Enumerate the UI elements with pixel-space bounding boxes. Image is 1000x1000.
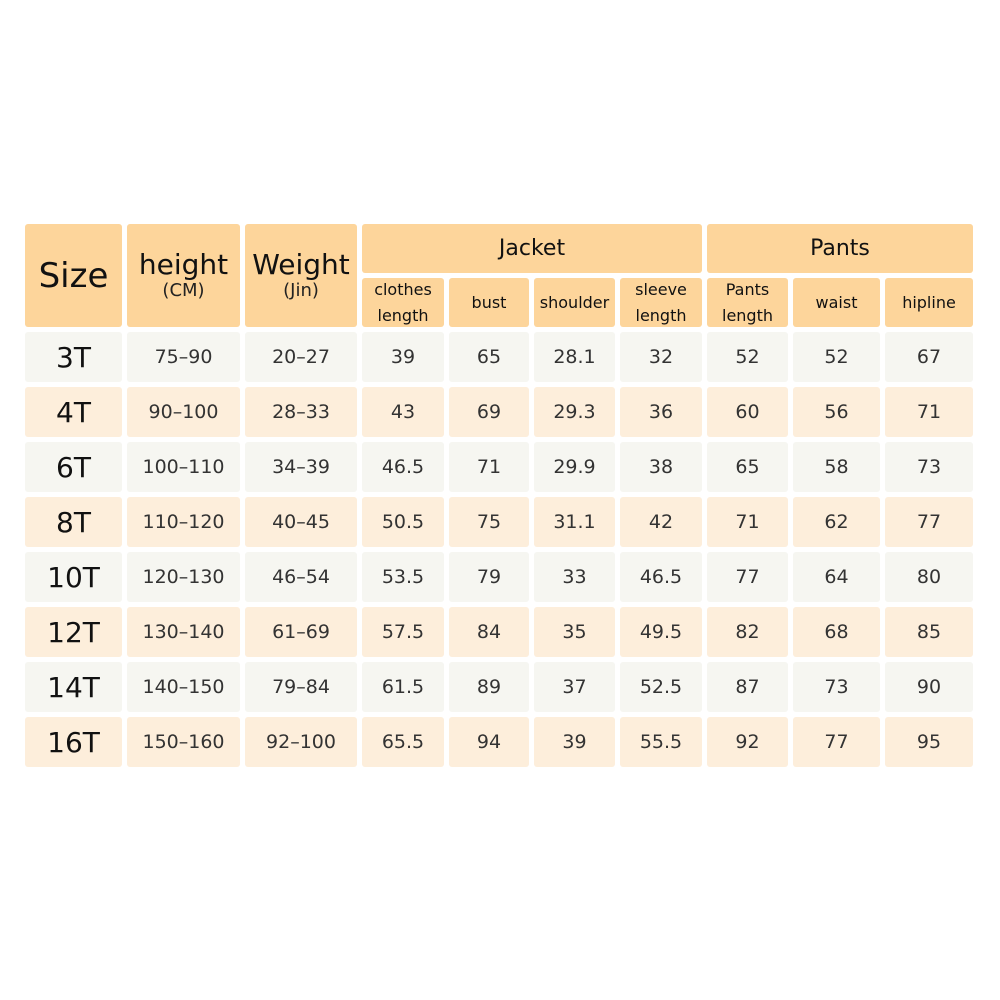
cell-shoulder: 29.3 — [534, 387, 615, 437]
cell-waist: 56 — [793, 387, 880, 437]
size-chart-table: Size height (CM) Weight (Jin) Jacket Pan… — [25, 224, 973, 767]
cell-bust: 75 — [449, 497, 529, 547]
cell-pants-length: 60 — [707, 387, 788, 437]
sleeve-length-header: sleeve length — [620, 278, 702, 327]
cell-weight: 92–100 — [245, 717, 357, 767]
cell-height: 75–90 — [127, 332, 240, 382]
cell-height: 90–100 — [127, 387, 240, 437]
cell-hipline: 85 — [885, 607, 973, 657]
cell-hipline: 80 — [885, 552, 973, 602]
cell-pants-length: 82 — [707, 607, 788, 657]
cell-size: 8T — [25, 497, 122, 547]
cell-sleeve-length: 52.5 — [620, 662, 702, 712]
bust-header: bust — [449, 278, 529, 327]
cell-shoulder: 29.9 — [534, 442, 615, 492]
cell-clothes-length: 53.5 — [362, 552, 444, 602]
cell-shoulder: 39 — [534, 717, 615, 767]
cell-bust: 71 — [449, 442, 529, 492]
hipline-header: hipline — [885, 278, 973, 327]
cell-waist: 52 — [793, 332, 880, 382]
cell-bust: 89 — [449, 662, 529, 712]
cell-pants-length: 77 — [707, 552, 788, 602]
cell-bust: 84 — [449, 607, 529, 657]
cell-size: 10T — [25, 552, 122, 602]
cell-clothes-length: 61.5 — [362, 662, 444, 712]
cell-size: 14T — [25, 662, 122, 712]
cell-sleeve-length: 38 — [620, 442, 702, 492]
cell-sleeve-length: 32 — [620, 332, 702, 382]
cell-shoulder: 28.1 — [534, 332, 615, 382]
cell-clothes-length: 50.5 — [362, 497, 444, 547]
cell-hipline: 95 — [885, 717, 973, 767]
cell-waist: 64 — [793, 552, 880, 602]
cell-sleeve-length: 49.5 — [620, 607, 702, 657]
cell-bust: 69 — [449, 387, 529, 437]
cell-height: 130–140 — [127, 607, 240, 657]
weight-header: Weight (Jin) — [245, 224, 357, 327]
cell-clothes-length: 39 — [362, 332, 444, 382]
clothes-length-header: clothes length — [362, 278, 444, 327]
cell-weight: 34–39 — [245, 442, 357, 492]
pants-length-header: Pants length — [707, 278, 788, 327]
cell-size: 3T — [25, 332, 122, 382]
cell-size: 16T — [25, 717, 122, 767]
cell-sleeve-length: 55.5 — [620, 717, 702, 767]
cell-hipline: 73 — [885, 442, 973, 492]
cell-waist: 73 — [793, 662, 880, 712]
cell-sleeve-length: 46.5 — [620, 552, 702, 602]
cell-size: 4T — [25, 387, 122, 437]
cell-hipline: 90 — [885, 662, 973, 712]
cell-shoulder: 35 — [534, 607, 615, 657]
cell-shoulder: 31.1 — [534, 497, 615, 547]
cell-clothes-length: 46.5 — [362, 442, 444, 492]
cell-shoulder: 37 — [534, 662, 615, 712]
weight-label: Weight — [252, 248, 350, 282]
cell-hipline: 71 — [885, 387, 973, 437]
pants-header: Pants — [707, 224, 973, 273]
cell-pants-length: 52 — [707, 332, 788, 382]
cell-bust: 65 — [449, 332, 529, 382]
cell-hipline: 77 — [885, 497, 973, 547]
cell-size: 6T — [25, 442, 122, 492]
waist-header: waist — [793, 278, 880, 327]
cell-pants-length: 87 — [707, 662, 788, 712]
cell-hipline: 67 — [885, 332, 973, 382]
cell-waist: 68 — [793, 607, 880, 657]
height-unit: (CM) — [162, 280, 205, 301]
cell-bust: 79 — [449, 552, 529, 602]
cell-clothes-length: 43 — [362, 387, 444, 437]
cell-weight: 46–54 — [245, 552, 357, 602]
cell-sleeve-length: 36 — [620, 387, 702, 437]
cell-bust: 94 — [449, 717, 529, 767]
cell-pants-length: 65 — [707, 442, 788, 492]
cell-shoulder: 33 — [534, 552, 615, 602]
cell-height: 150–160 — [127, 717, 240, 767]
weight-unit: (Jin) — [283, 280, 319, 301]
shoulder-header: shoulder — [534, 278, 615, 327]
cell-waist: 58 — [793, 442, 880, 492]
cell-waist: 62 — [793, 497, 880, 547]
jacket-header: Jacket — [362, 224, 702, 273]
cell-sleeve-length: 42 — [620, 497, 702, 547]
cell-waist: 77 — [793, 717, 880, 767]
cell-clothes-length: 57.5 — [362, 607, 444, 657]
cell-height: 100–110 — [127, 442, 240, 492]
cell-height: 140–150 — [127, 662, 240, 712]
cell-clothes-length: 65.5 — [362, 717, 444, 767]
cell-weight: 79–84 — [245, 662, 357, 712]
cell-weight: 40–45 — [245, 497, 357, 547]
cell-pants-length: 71 — [707, 497, 788, 547]
height-header: height (CM) — [127, 224, 240, 327]
cell-weight: 28–33 — [245, 387, 357, 437]
cell-height: 110–120 — [127, 497, 240, 547]
cell-weight: 61–69 — [245, 607, 357, 657]
cell-size: 12T — [25, 607, 122, 657]
cell-weight: 20–27 — [245, 332, 357, 382]
cell-pants-length: 92 — [707, 717, 788, 767]
height-label: height — [138, 248, 229, 282]
cell-height: 120–130 — [127, 552, 240, 602]
size-header: Size — [25, 224, 122, 327]
